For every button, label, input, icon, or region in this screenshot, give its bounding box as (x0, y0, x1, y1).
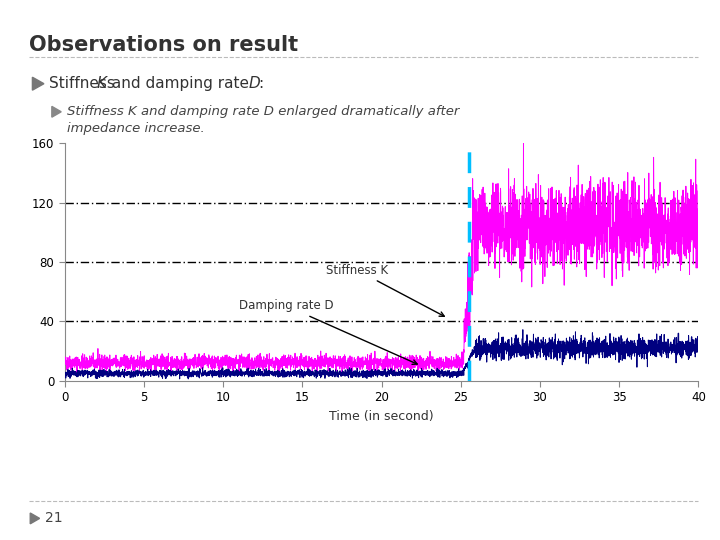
Text: K: K (96, 76, 107, 91)
Text: Damping rate D: Damping rate D (239, 299, 418, 364)
Text: impedance increase.: impedance increase. (67, 122, 204, 135)
Text: Observations on result: Observations on result (29, 35, 298, 55)
Text: Stiffness K: Stiffness K (326, 264, 444, 316)
Text: :: : (258, 76, 263, 91)
Text: D: D (248, 76, 260, 91)
X-axis label: Time (in second): Time (in second) (329, 410, 434, 423)
Text: 21: 21 (45, 511, 62, 525)
Text: Stiffness: Stiffness (49, 76, 120, 91)
Text: and damping rate: and damping rate (107, 76, 253, 91)
Text: Stiffness K and damping rate D enlarged dramatically after: Stiffness K and damping rate D enlarged … (67, 105, 459, 118)
